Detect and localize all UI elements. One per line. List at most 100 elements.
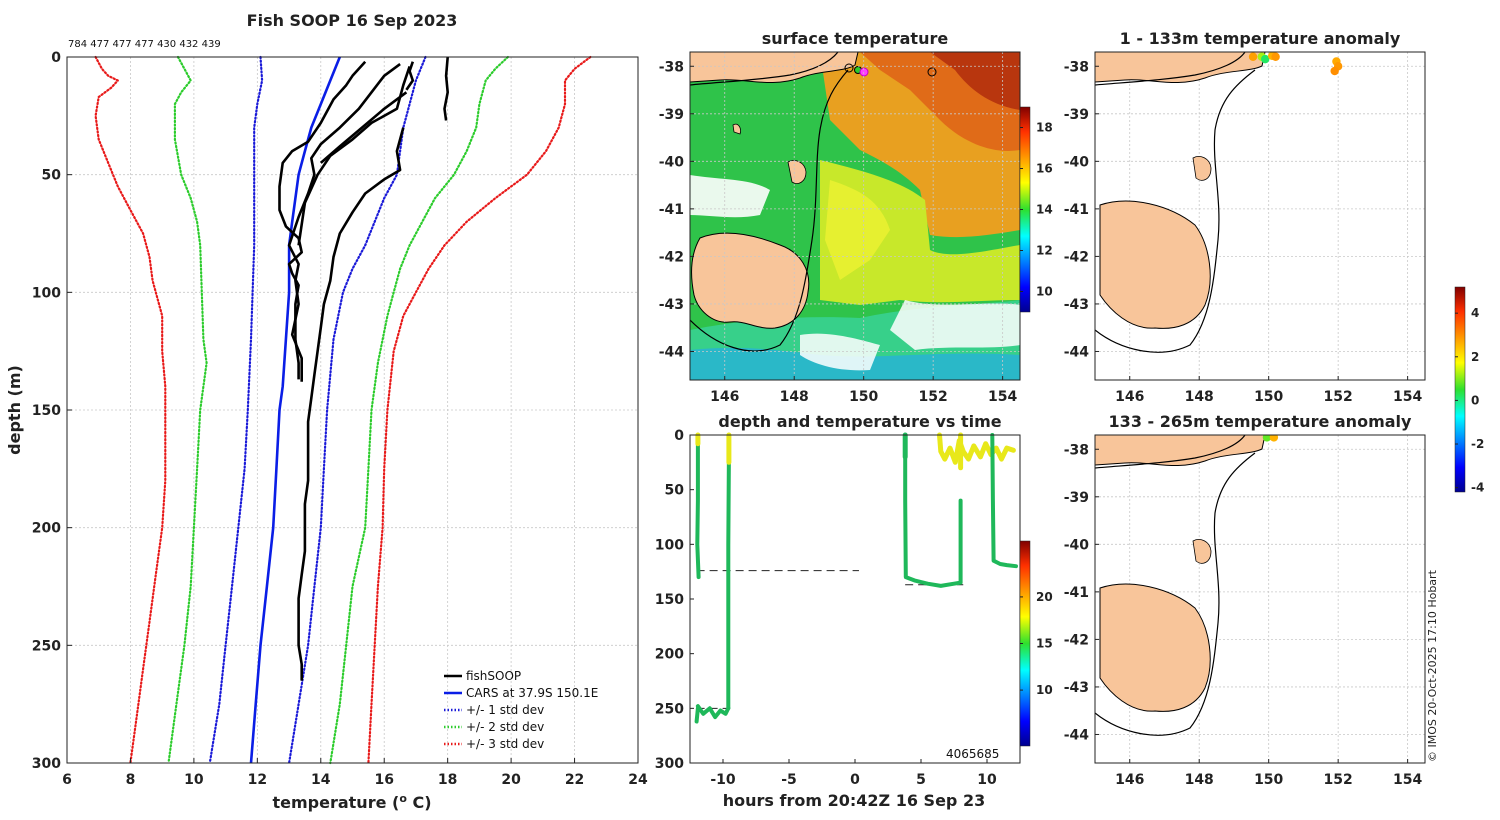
timeseries-x-tick-label: -5	[781, 772, 797, 788]
legend-label-cars: CARS at 37.9S 150.1E	[466, 686, 598, 700]
std-dev-line	[167, 55, 208, 765]
anomaly-shallow-point	[1330, 66, 1339, 76]
profile-ylabel: depth (m)	[5, 365, 24, 455]
timeseries-dive-track	[903, 435, 963, 588]
sst-map-panel: surface temperature	[659, 29, 1053, 405]
sst-land-flinders-island	[787, 160, 807, 184]
anomaly-deep-x-ticks: 146 148 150 152 154	[1115, 759, 1422, 788]
profile-y-tick-label: 50	[42, 168, 62, 184]
anomaly-shallow-axes-frame	[1094, 51, 1426, 381]
anomaly-deep-land-victoria	[1095, 435, 1266, 466]
anomaly-deep-y-tick-label: -40	[1064, 537, 1090, 553]
profile-legend: fishSOOP CARS at 37.9S 150.1E +/- 1 std …	[444, 669, 598, 751]
anomaly-shallow-y-tick-label: -42	[1064, 249, 1089, 265]
timeseries-dive-track	[990, 433, 1018, 569]
timeseries-profile-ids: 4065685	[946, 747, 999, 761]
anomaly-shallow-x-tick-label: 146	[1115, 389, 1144, 405]
timeseries-reference-lines	[696, 570, 964, 709]
anomaly-deep-land-tasmania	[1099, 583, 1211, 712]
sst-yellow-patch	[825, 180, 890, 280]
legend-label-std2: +/- 2 std dev	[466, 720, 544, 734]
anomaly-deep-y-ticks: -38 -39 -40 -41 -42 -43 -44	[1064, 442, 1099, 743]
timeseries-surface-track	[937, 432, 1016, 465]
sst-y-tick-label: -42	[659, 249, 684, 265]
sst-title: surface temperature	[762, 29, 949, 48]
sst-gridlines	[690, 52, 1020, 380]
sst-x-tick-label: 148	[780, 389, 809, 405]
anomaly-shallow-shelf-contour	[1095, 52, 1256, 353]
legend-label-fishsoop: fishSOOP	[466, 669, 521, 683]
sst-land-tasmania	[691, 232, 810, 329]
anomaly-colorbar-tick-label: 2	[1471, 350, 1479, 364]
fishsoop-profile-line	[278, 60, 367, 380]
anomaly-deep-y-tick-label: -43	[1064, 680, 1089, 696]
sst-profile-marker	[927, 67, 937, 77]
sst-land-island	[732, 123, 741, 135]
anomaly-deep-point	[1262, 435, 1272, 442]
timeseries-y-tick-label: 0	[674, 428, 684, 444]
timeseries-colorbar-ticks: 10 15 20	[1020, 590, 1053, 697]
anomaly-shallow-y-tick-label: -44	[1064, 344, 1090, 360]
fishsoop-profile-line	[297, 65, 411, 246]
timeseries-dive-track	[695, 704, 731, 720]
sst-colorbar-tick-label: 16	[1036, 162, 1053, 176]
fishsoop-profile-line	[405, 61, 415, 91]
timeseries-xlabel: hours from 20:42Z 16 Sep 23	[723, 791, 985, 810]
sst-x-tick-label: 150	[849, 389, 878, 405]
anomaly-shallow-x-ticks: 146 148 150 152 154	[1115, 376, 1422, 405]
sst-y-tick-label: -39	[659, 107, 684, 123]
anomaly-deep-x-tick-label: 148	[1185, 772, 1214, 788]
timeseries-dive-track	[694, 706, 700, 724]
sst-x-tick-label: 146	[710, 389, 739, 405]
sst-x-ticks: 146 148 150 152 154	[710, 376, 1017, 405]
anomaly-shallow-y-tick-label: -38	[1064, 59, 1089, 75]
anomaly-deep-x-tick-label: 150	[1254, 772, 1283, 788]
sst-y-ticks: -38 -39 -40 -41 -42 -43 -44	[659, 59, 694, 360]
anomaly-shallow-point	[1271, 52, 1280, 61]
profile-y-tick-label: 100	[32, 285, 61, 301]
std-dev-line	[208, 55, 264, 765]
sst-x-tick-label: 154	[988, 389, 1017, 405]
anomaly-shallow-land-flinders	[1192, 156, 1212, 181]
profile-gridlines	[66, 56, 639, 764]
timeseries-dive-track	[695, 435, 701, 580]
profile-x-ticks: 6 8 10 12 14 16 18 20 22 24	[62, 758, 648, 788]
profile-panel: Fish SOOP 16 Sep 2023 784 477 477 477 43…	[5, 11, 648, 812]
timeseries-x-tick-label: 0	[850, 772, 860, 788]
sst-shelf-contour	[690, 52, 849, 352]
sst-y-tick-label: -41	[659, 202, 684, 218]
anomaly-colorbar-tick-label: -4	[1471, 481, 1484, 495]
sst-land-victoria	[690, 52, 859, 83]
anomaly-shallow-point	[1248, 52, 1258, 61]
anomaly-shallow-points	[1248, 52, 1343, 76]
profile-x-tick-label: 6	[62, 772, 72, 788]
sst-colorbar-tick-label: 14	[1036, 203, 1053, 217]
profile-x-tick-label: 12	[248, 772, 267, 788]
anomaly-deep-x-tick-label: 152	[1324, 772, 1353, 788]
anomaly-shallow-y-tick-label: -40	[1064, 154, 1090, 170]
anomaly-deep-axes-frame	[1094, 434, 1426, 764]
timeseries-x-tick-label: -10	[710, 772, 736, 788]
timeseries-title: depth and temperature vs time	[718, 412, 1001, 431]
anomaly-deep-points	[1262, 435, 1279, 442]
profile-y-tick-label: 200	[32, 521, 61, 537]
std-dev-line	[94, 55, 167, 765]
profile-y-tick-label: 250	[32, 638, 61, 654]
anomaly-deep-y-tick-label: -44	[1064, 727, 1090, 743]
sst-cloud-gap-south	[800, 333, 880, 371]
anomaly-colorbar-ticks: -4 -2 0 2 4	[1455, 306, 1484, 495]
anomaly-shallow-y-tick-label: -43	[1064, 297, 1089, 313]
anomaly-shallow-y-ticks: -38 -39 -40 -41 -42 -43 -44	[1064, 59, 1099, 360]
timeseries-x-tick-label: 5	[916, 772, 926, 788]
profile-x-tick-label: 8	[126, 772, 136, 788]
anomaly-map-shallow-panel: 1 - 133m temperature anomaly 146 148 150 15…	[1064, 29, 1426, 405]
profile-x-tick-label: 18	[438, 772, 457, 788]
legend-label-std3: +/- 3 std dev	[466, 737, 544, 751]
profile-x-tick-label: 24	[628, 772, 648, 788]
profile-y-tick-label: 0	[51, 50, 61, 66]
anomaly-colorbar-tick-label: 4	[1471, 306, 1479, 320]
sst-y-tick-label: -44	[659, 344, 685, 360]
anomaly-deep-title: 133 - 265m temperature anomaly	[1109, 412, 1412, 431]
timeseries-axes-frame	[689, 434, 1021, 764]
